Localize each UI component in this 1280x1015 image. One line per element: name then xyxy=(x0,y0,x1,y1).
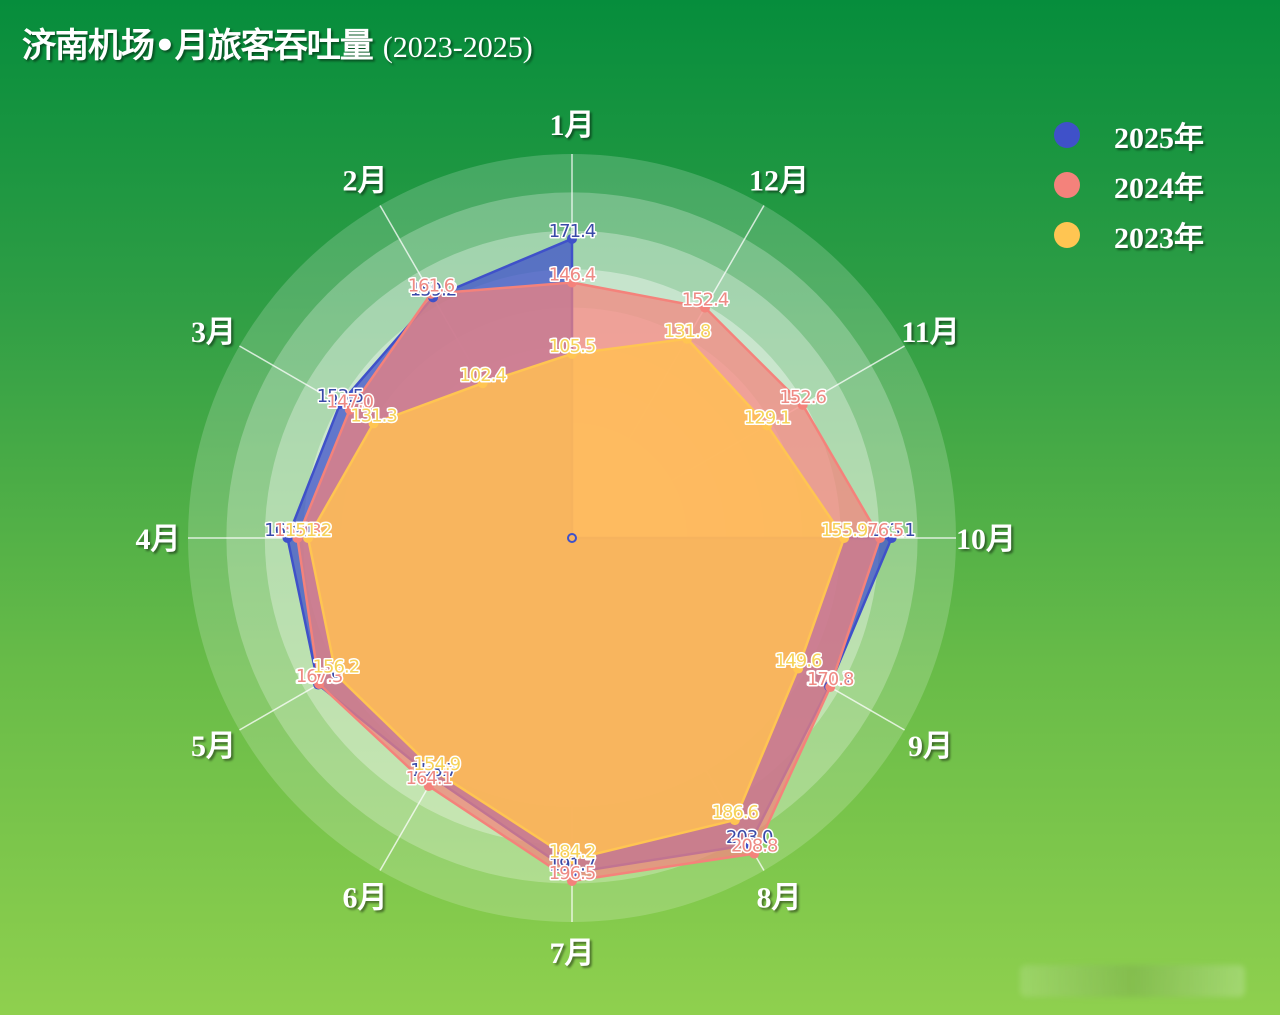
chart-title-main: 济南机场•月旅客吞吐量 xyxy=(22,26,374,66)
axis-label-month: 8月 xyxy=(757,882,802,915)
data-point[interactable] xyxy=(700,302,711,313)
axis-label-month: 12月 xyxy=(749,164,809,197)
legend-label: 2023年 xyxy=(1114,222,1204,255)
data-point[interactable] xyxy=(292,533,303,543)
radar-series-points xyxy=(282,233,897,886)
value-label: 131.8 xyxy=(664,321,711,342)
chart-title: 济南机场•月旅客吞吐量 (2023-2025) xyxy=(22,18,533,67)
data-point[interactable] xyxy=(762,420,773,431)
value-label: 152.4 xyxy=(682,290,729,311)
legend-dot-icon xyxy=(1054,122,1080,148)
value-label: 171.4 xyxy=(549,221,596,242)
legend-label: 2025年 xyxy=(1114,122,1204,155)
value-label: 159.2 xyxy=(410,279,457,300)
value-label: 167.3 xyxy=(296,666,343,687)
value-label: 167.9 xyxy=(295,667,342,688)
data-point[interactable] xyxy=(425,288,436,299)
axis-label-month: 7月 xyxy=(550,937,595,970)
value-label: 183.1 xyxy=(868,520,915,541)
axis-label-month: 11月 xyxy=(901,316,959,349)
chart-title-years: (2023-2025) xyxy=(382,31,533,64)
value-label: 156.2 xyxy=(313,656,360,677)
radar-axis-labels: 1月 2月 3月 4月 5月 6月 7月 8月 9月 10月 11月 12月 xyxy=(136,109,1017,970)
value-label: 154.9 xyxy=(414,754,461,775)
value-label: 161.6 xyxy=(408,276,455,297)
legend-item-2025[interactable]: 2025年 xyxy=(1054,110,1204,160)
chart-legend: 2025年 2024年 2023年 xyxy=(1054,110,1204,260)
value-label: 164.1 xyxy=(406,768,453,789)
value-label: 176.5 xyxy=(857,520,904,541)
data-point[interactable] xyxy=(839,533,850,543)
value-label: 146.4 xyxy=(549,264,596,285)
legend-dot-icon xyxy=(1054,172,1080,198)
value-label: 186.6 xyxy=(712,802,759,823)
legend-item-2023[interactable]: 2023年 xyxy=(1054,210,1204,260)
data-point[interactable] xyxy=(431,767,442,778)
radar-center-marker xyxy=(567,533,577,543)
axis-label-month: 2月 xyxy=(343,164,388,197)
value-label: 196.5 xyxy=(549,863,596,884)
value-label: 158.7 xyxy=(410,760,457,781)
axis-label-month: 1月 xyxy=(550,109,595,142)
data-point[interactable] xyxy=(886,533,897,543)
value-label: 129.1 xyxy=(744,407,791,428)
data-point[interactable] xyxy=(477,378,488,389)
data-point[interactable] xyxy=(875,533,886,543)
data-point[interactable] xyxy=(825,682,836,693)
data-point[interactable] xyxy=(793,663,804,674)
data-point[interactable] xyxy=(334,399,345,410)
data-point[interactable] xyxy=(567,277,577,288)
data-point[interactable] xyxy=(344,404,355,415)
axis-label-month: 9月 xyxy=(908,730,953,763)
value-label: 170.8 xyxy=(807,669,854,690)
value-label: 102.4 xyxy=(459,365,506,386)
value-label: 153.5 xyxy=(317,386,364,407)
axis-label-month: 3月 xyxy=(191,316,236,349)
data-point[interactable] xyxy=(330,669,341,680)
value-label: 155.9 xyxy=(821,520,868,541)
value-label: 170.1 xyxy=(806,668,853,689)
value-label: 151.2 xyxy=(285,520,332,541)
data-point[interactable] xyxy=(567,854,577,865)
value-label: 152.6 xyxy=(779,387,826,408)
data-point[interactable] xyxy=(729,815,740,826)
data-point[interactable] xyxy=(744,839,755,850)
data-point[interactable] xyxy=(567,348,577,359)
value-label: 203.0 xyxy=(726,827,773,848)
axis-label-month: 5月 xyxy=(191,730,236,763)
data-point[interactable] xyxy=(423,781,434,792)
value-label: 149.6 xyxy=(775,651,822,672)
value-label: 163.0 xyxy=(264,520,311,541)
legend-item-2024[interactable]: 2024年 xyxy=(1054,160,1204,210)
data-point[interactable] xyxy=(567,875,577,886)
data-point[interactable] xyxy=(303,533,314,543)
axis-label-month: 10月 xyxy=(956,523,1016,556)
value-label: 184.2 xyxy=(549,842,596,863)
watermark xyxy=(1020,965,1245,997)
legend-dot-icon xyxy=(1054,222,1080,248)
data-point[interactable] xyxy=(749,848,760,859)
value-label: 157.3 xyxy=(274,520,321,541)
value-label: 147.0 xyxy=(327,392,374,413)
value-label: 131.3 xyxy=(350,405,397,426)
legend-label: 2024年 xyxy=(1114,172,1204,205)
data-point[interactable] xyxy=(567,867,577,878)
data-point[interactable] xyxy=(797,399,808,410)
value-label: 105.5 xyxy=(549,336,596,357)
data-point[interactable] xyxy=(314,679,325,690)
axis-label-month: 6月 xyxy=(343,882,388,915)
data-point[interactable] xyxy=(282,533,293,543)
value-label: 208.8 xyxy=(731,836,778,857)
data-point[interactable] xyxy=(567,233,577,244)
data-point[interactable] xyxy=(368,418,379,429)
radar-value-labels: 171.4 159.2 153.5 163.0 167.9 158.7 191.7 203.0… xyxy=(263,219,918,885)
axis-label-month: 4月 xyxy=(136,523,181,556)
value-label: 191.7 xyxy=(549,855,596,876)
data-point[interactable] xyxy=(682,333,693,344)
